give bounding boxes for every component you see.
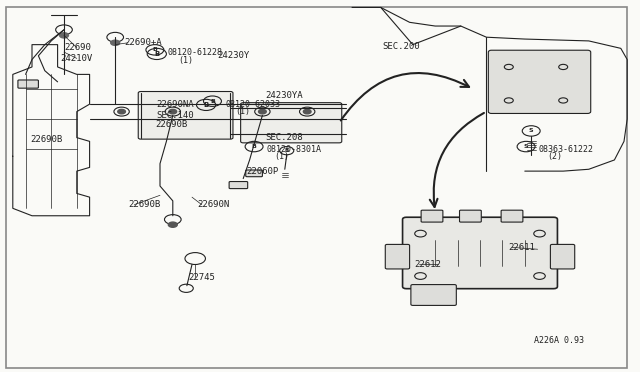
Text: (1): (1) — [274, 153, 289, 161]
FancyBboxPatch shape — [501, 210, 523, 222]
Text: B: B — [204, 102, 209, 108]
Text: 08363-61222: 08363-61222 — [539, 145, 594, 154]
Text: 08120-61228: 08120-61228 — [168, 48, 223, 57]
Text: B: B — [285, 148, 289, 153]
FancyArrowPatch shape — [430, 113, 484, 207]
Circle shape — [303, 109, 311, 114]
Circle shape — [168, 222, 177, 227]
Text: S: S — [524, 144, 529, 149]
Text: (1): (1) — [236, 107, 250, 116]
Text: B: B — [252, 144, 257, 149]
FancyBboxPatch shape — [460, 210, 481, 222]
FancyBboxPatch shape — [411, 285, 456, 305]
Text: 22611: 22611 — [509, 243, 536, 252]
Text: 22690B: 22690B — [155, 120, 187, 129]
FancyBboxPatch shape — [421, 210, 443, 222]
Text: SEC.200: SEC.200 — [383, 42, 420, 51]
Text: 22690: 22690 — [64, 43, 91, 52]
Circle shape — [169, 109, 177, 114]
FancyBboxPatch shape — [229, 182, 248, 189]
FancyArrowPatch shape — [340, 73, 469, 121]
Text: 22690NA: 22690NA — [157, 100, 195, 109]
Text: 08120-8301A: 08120-8301A — [267, 145, 322, 154]
Circle shape — [259, 109, 266, 114]
Circle shape — [60, 33, 68, 38]
Circle shape — [118, 109, 125, 114]
Text: 22690B: 22690B — [31, 135, 63, 144]
FancyBboxPatch shape — [488, 50, 591, 113]
FancyBboxPatch shape — [138, 92, 233, 139]
FancyBboxPatch shape — [550, 244, 575, 269]
Text: 22745: 22745 — [189, 273, 216, 282]
Text: 22690+A: 22690+A — [125, 38, 163, 47]
Text: SEC.140: SEC.140 — [157, 111, 195, 120]
Text: 22690B: 22690B — [128, 200, 160, 209]
FancyBboxPatch shape — [246, 170, 262, 177]
Circle shape — [111, 40, 120, 45]
Text: B: B — [210, 99, 215, 104]
Text: A226A 0.93: A226A 0.93 — [534, 336, 584, 345]
Text: (1): (1) — [178, 56, 193, 65]
Text: 24210V: 24210V — [61, 54, 93, 63]
Text: 22612: 22612 — [415, 260, 442, 269]
Text: B: B — [154, 51, 159, 57]
FancyBboxPatch shape — [385, 244, 410, 269]
FancyBboxPatch shape — [241, 103, 342, 143]
Text: SEC.208: SEC.208 — [266, 133, 303, 142]
Text: (2): (2) — [547, 153, 562, 161]
Text: 22690N: 22690N — [197, 200, 229, 209]
FancyBboxPatch shape — [403, 217, 557, 289]
Text: 24230YA: 24230YA — [266, 92, 303, 100]
Text: 24230Y: 24230Y — [218, 51, 250, 60]
Text: 22060P: 22060P — [246, 167, 278, 176]
Text: S: S — [529, 128, 534, 134]
Text: B: B — [152, 47, 157, 52]
Text: 08120-62033: 08120-62033 — [225, 100, 280, 109]
FancyBboxPatch shape — [18, 80, 38, 88]
